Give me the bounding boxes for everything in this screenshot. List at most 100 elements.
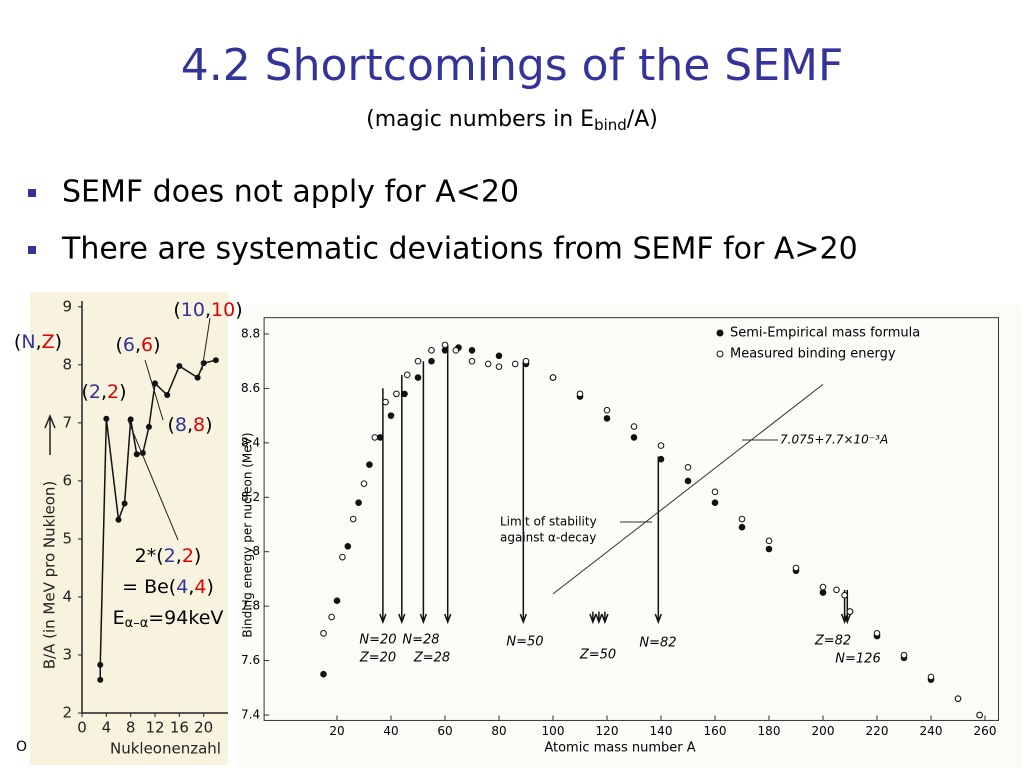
- pointer-lines: [127, 317, 211, 541]
- nucleus-label: (2,2): [81, 381, 126, 403]
- y-tick-label: 8: [252, 544, 260, 558]
- x-tick-label: 0: [77, 719, 87, 737]
- y-label-arrow: [44, 414, 56, 455]
- y-tick-label: 8.6: [241, 381, 260, 395]
- point: [414, 357, 422, 365]
- legend-label: Semi-Empirical mass formula: [730, 326, 920, 341]
- point: [360, 480, 368, 487]
- label-part: ): [119, 381, 126, 403]
- y-tick-label: 9: [62, 297, 72, 315]
- point: [328, 613, 335, 621]
- point: [900, 651, 908, 659]
- point: [320, 670, 327, 678]
- point: [401, 390, 408, 398]
- point: [738, 515, 746, 523]
- point: [841, 591, 848, 599]
- point: [603, 406, 611, 414]
- magic-arrow: [443, 344, 452, 625]
- magic-label: N=82: [639, 636, 676, 651]
- point: [630, 434, 638, 441]
- point: [194, 374, 201, 381]
- point: [333, 597, 341, 605]
- x-tick-label: 260: [974, 724, 997, 738]
- point: [630, 423, 638, 430]
- nucleus-label: = Be(4,4): [122, 576, 214, 598]
- bullet-marker: [28, 189, 36, 197]
- y-tick-label: 7.4: [241, 708, 260, 722]
- point: [954, 695, 962, 702]
- nucleus-label: (N,Z): [14, 331, 62, 353]
- point: [792, 564, 800, 572]
- label-part: 2: [164, 545, 176, 567]
- plot-frame: [263, 317, 1000, 721]
- label-part: ,: [135, 334, 141, 356]
- slide-title: 4.2 Shortcomings of the SEMF: [181, 40, 844, 91]
- magic-arrow: [398, 374, 406, 625]
- point: [495, 352, 503, 360]
- point: [657, 442, 665, 449]
- point: [684, 477, 692, 485]
- y-tick-label: 6: [62, 471, 72, 489]
- label-part: (: [81, 381, 88, 403]
- label-part: 4: [194, 576, 206, 598]
- point: [403, 371, 411, 379]
- point: [603, 415, 611, 422]
- label-part: ,: [36, 331, 42, 353]
- bullet-text: SEMF does not apply for A<20: [62, 175, 519, 210]
- y-tick-label: 8.2: [241, 490, 260, 504]
- x-tick-label: 12: [145, 719, 164, 737]
- label-part: (: [14, 331, 21, 353]
- x-tick-label: 60: [437, 724, 452, 738]
- y-tick-label: 8: [62, 355, 72, 373]
- point: [115, 516, 122, 523]
- label-part: =94keV: [148, 607, 223, 629]
- point: [684, 464, 692, 471]
- point: [711, 488, 719, 496]
- label-part: ,: [188, 576, 194, 598]
- x-tick-label: 4: [102, 719, 112, 737]
- nucleus-label: (6,6): [115, 334, 160, 356]
- point: [393, 390, 400, 398]
- y-tick-label: 7: [62, 413, 72, 431]
- x-tick-label: 80: [491, 724, 506, 738]
- subtitle-sub: bind: [594, 116, 627, 134]
- point: [97, 676, 104, 683]
- x-tick-label: 200: [812, 724, 835, 738]
- label-part: 10: [181, 299, 205, 321]
- y-tick-label: 8.8: [241, 327, 260, 341]
- bullet-text: There are systematic deviations from SEM…: [61, 232, 858, 267]
- point: [428, 347, 435, 354]
- x-tick-label: 20: [194, 719, 213, 737]
- point: [738, 523, 746, 531]
- point: [765, 537, 773, 545]
- point: [468, 347, 476, 354]
- point: [366, 461, 373, 468]
- stability-note: Limit of stability: [500, 515, 597, 529]
- y-tick-label: 5: [62, 529, 72, 547]
- subtitle-text: (magic numbers in E: [366, 107, 594, 132]
- label-part: 2: [89, 381, 101, 403]
- point: [576, 390, 584, 398]
- point: [549, 374, 557, 381]
- fit-line: [552, 383, 824, 595]
- x-axis-label: Atomic mass number A: [544, 741, 695, 756]
- y-tick-label: 7.8: [241, 599, 260, 613]
- point: [152, 380, 159, 387]
- x-tick-label: 160: [704, 724, 727, 738]
- point: [657, 455, 665, 463]
- label-part: (: [173, 299, 180, 321]
- label-part: 10: [211, 299, 235, 321]
- label-part: 6: [123, 334, 135, 356]
- legend-label: Measured binding energy: [730, 347, 896, 362]
- label-sub: α–α: [125, 616, 149, 631]
- magic-arrow: [379, 388, 387, 625]
- point: [355, 499, 362, 507]
- label-part: 2: [107, 381, 119, 403]
- label-part: ,: [205, 299, 211, 321]
- point: [833, 586, 840, 594]
- magic-label: Z=28: [413, 651, 450, 666]
- label-part: ): [55, 331, 62, 353]
- y-axis-label: B/A (in MeV pro Nukleon): [41, 481, 59, 670]
- magic-label: Z=50: [579, 648, 616, 663]
